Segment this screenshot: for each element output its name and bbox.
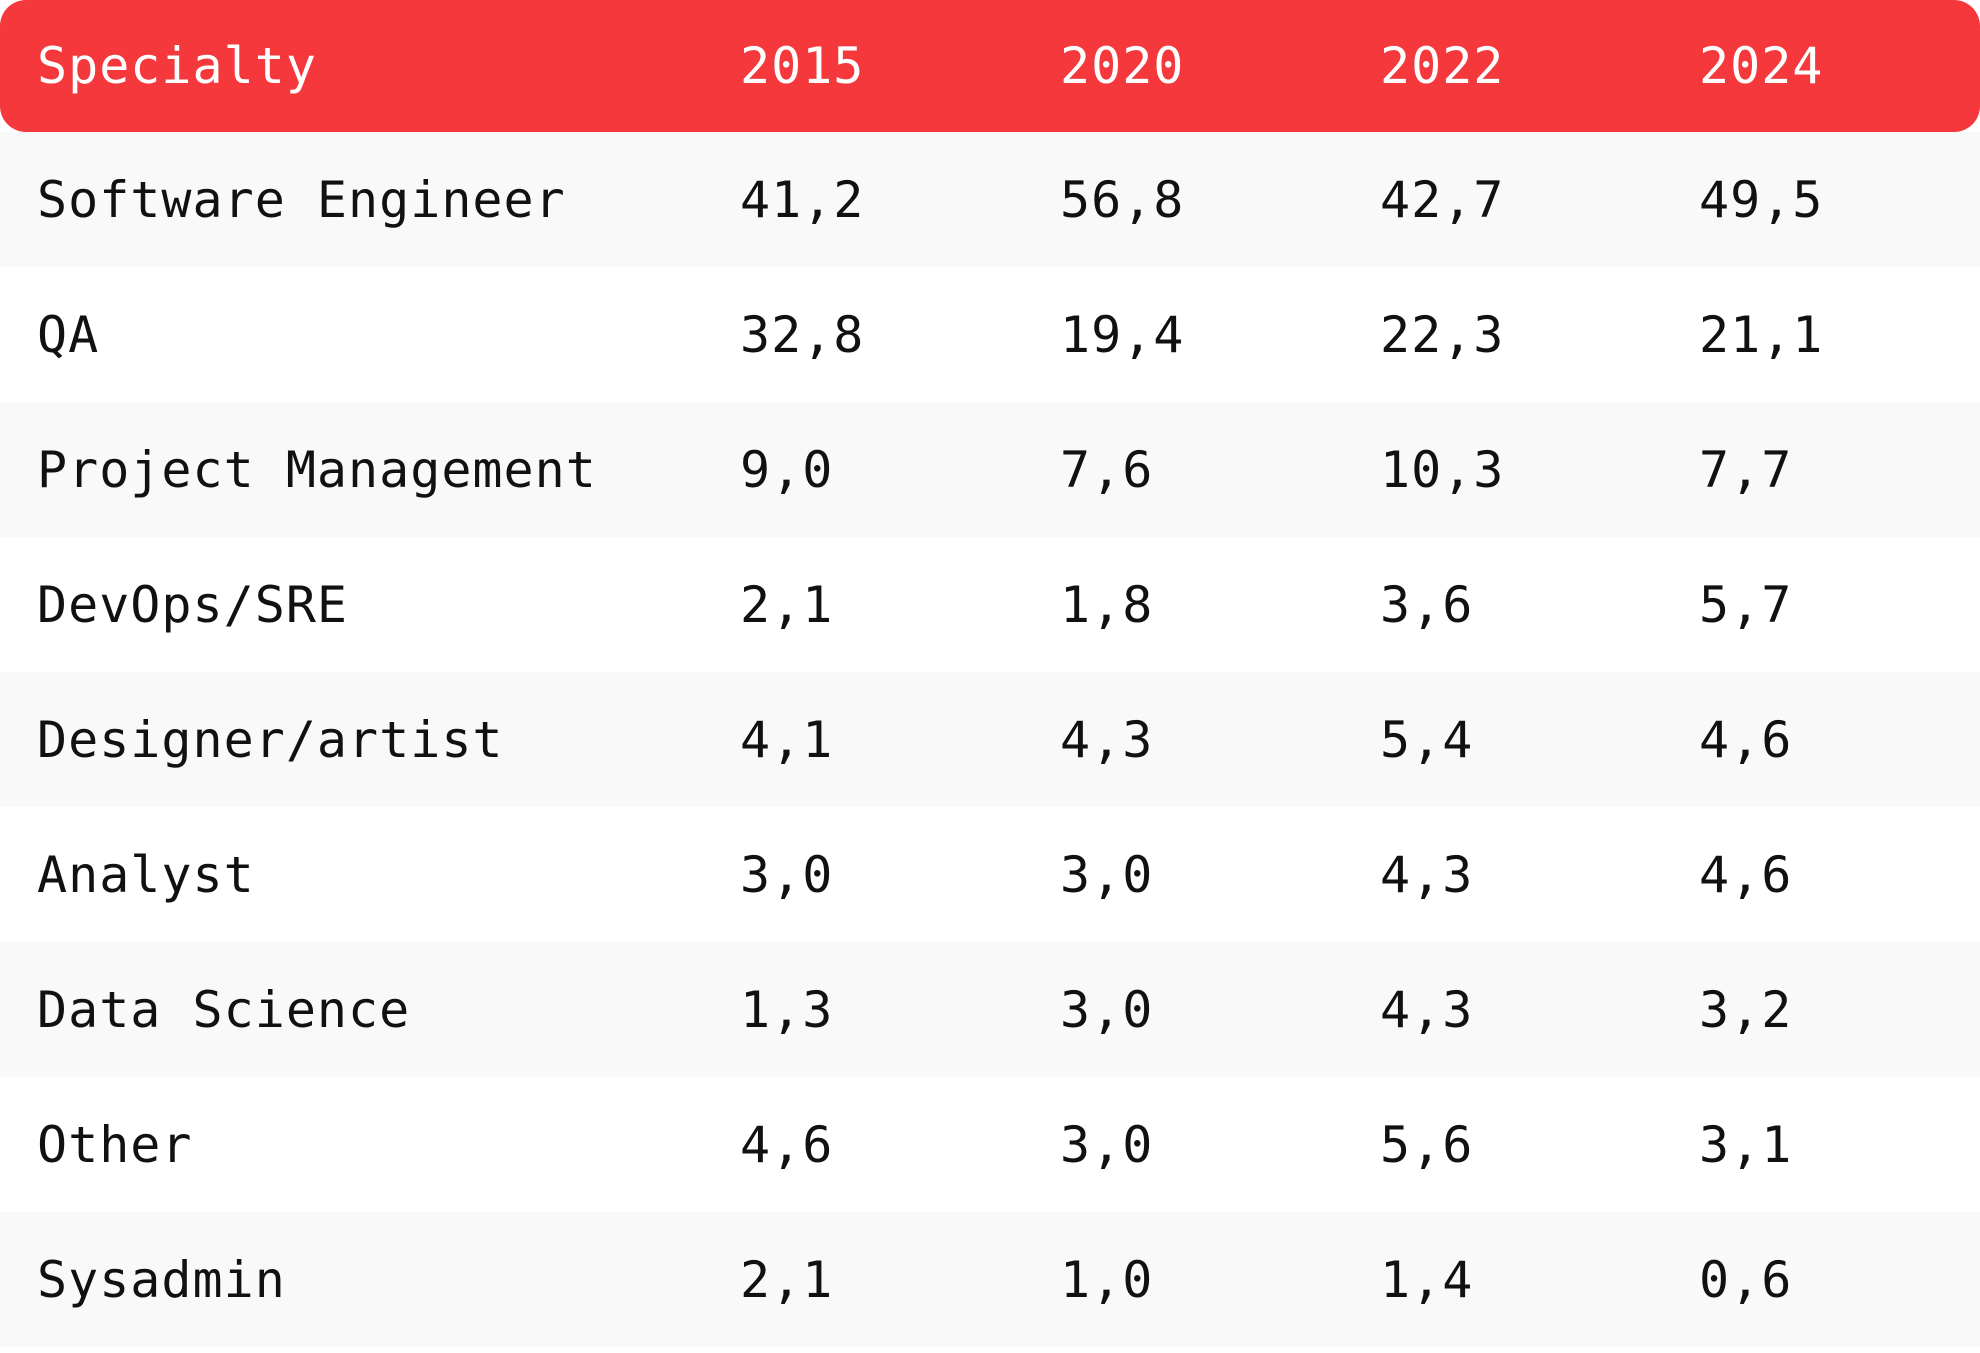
row-value-2024: 3,1 (1699, 1115, 1793, 1174)
table-row: Data Science 1,3 3,0 4,3 3,2 (0, 942, 1980, 1077)
table-header: Specialty 2015 2020 2022 2024 (0, 0, 1980, 132)
row-value-2022: 3,6 (1380, 575, 1474, 634)
row-label: QA (37, 305, 100, 364)
header-cell-2022: 2022 (1380, 37, 1505, 95)
header-cell-2015: 2015 (740, 37, 865, 95)
table-row: Sysadmin 2,1 1,0 1,4 0,6 (0, 1212, 1980, 1347)
row-value-2020: 4,3 (1060, 710, 1154, 769)
row-value-2022: 5,6 (1380, 1115, 1474, 1174)
row-value-2024: 3,2 (1699, 980, 1793, 1039)
row-label: Analyst (37, 845, 255, 904)
table-row: DevOps/SRE 2,1 1,8 3,6 5,7 (0, 537, 1980, 672)
header-cell-2020: 2020 (1060, 37, 1185, 95)
header-cell-specialty: Specialty (37, 37, 317, 95)
row-value-2022: 22,3 (1380, 305, 1505, 364)
row-value-2020: 1,8 (1060, 575, 1154, 634)
row-value-2020: 3,0 (1060, 980, 1154, 1039)
row-value-2015: 41,2 (740, 170, 865, 229)
row-label: Sysadmin (37, 1250, 286, 1309)
row-value-2015: 9,0 (740, 440, 834, 499)
row-value-2015: 4,6 (740, 1115, 834, 1174)
row-value-2020: 19,4 (1060, 305, 1185, 364)
table-row: Software Engineer 41,2 56,8 42,7 49,5 (0, 132, 1980, 267)
row-value-2022: 4,3 (1380, 845, 1474, 904)
table-row: Analyst 3,0 3,0 4,3 4,6 (0, 807, 1980, 942)
row-value-2015: 32,8 (740, 305, 865, 364)
row-value-2022: 1,4 (1380, 1250, 1474, 1309)
row-value-2015: 3,0 (740, 845, 834, 904)
row-value-2022: 4,3 (1380, 980, 1474, 1039)
row-value-2015: 1,3 (740, 980, 834, 1039)
row-value-2022: 42,7 (1380, 170, 1505, 229)
row-value-2022: 10,3 (1380, 440, 1505, 499)
row-value-2024: 4,6 (1699, 710, 1793, 769)
row-value-2020: 1,0 (1060, 1250, 1154, 1309)
row-value-2020: 56,8 (1060, 170, 1185, 229)
row-value-2015: 4,1 (740, 710, 834, 769)
row-label: Data Science (37, 980, 411, 1039)
row-value-2022: 5,4 (1380, 710, 1474, 769)
table-row: Designer/artist 4,1 4,3 5,4 4,6 (0, 672, 1980, 807)
row-value-2024: 7,7 (1699, 440, 1793, 499)
row-value-2015: 2,1 (740, 1250, 834, 1309)
row-value-2024: 4,6 (1699, 845, 1793, 904)
row-label: Designer/artist (37, 710, 504, 769)
row-value-2024: 5,7 (1699, 575, 1793, 634)
row-value-2024: 49,5 (1699, 170, 1824, 229)
row-value-2020: 7,6 (1060, 440, 1154, 499)
row-value-2024: 0,6 (1699, 1250, 1793, 1309)
row-label: Other (37, 1115, 193, 1174)
header-cell-2024: 2024 (1699, 37, 1824, 95)
row-value-2020: 3,0 (1060, 845, 1154, 904)
row-label: Project Management (37, 440, 597, 499)
row-label: DevOps/SRE (37, 575, 349, 634)
table-row: Other 4,6 3,0 5,6 3,1 (0, 1077, 1980, 1212)
row-label: Software Engineer (37, 170, 566, 229)
row-value-2020: 3,0 (1060, 1115, 1154, 1174)
table-row: QA 32,8 19,4 22,3 21,1 (0, 267, 1980, 402)
table-row: Project Management 9,0 7,6 10,3 7,7 (0, 402, 1980, 537)
row-value-2024: 21,1 (1699, 305, 1824, 364)
row-value-2015: 2,1 (740, 575, 834, 634)
